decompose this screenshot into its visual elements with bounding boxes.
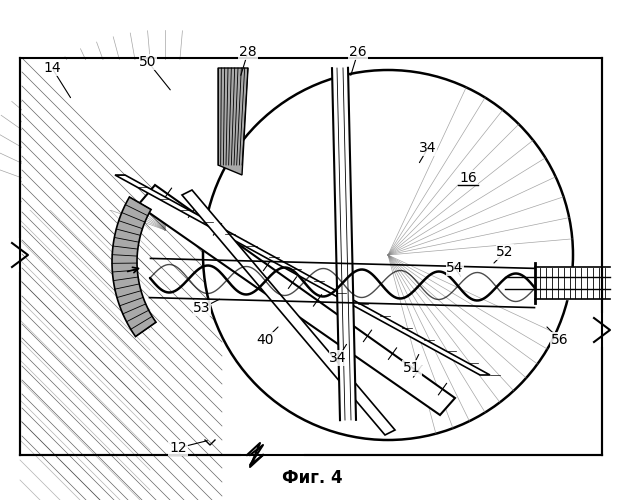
Text: 52: 52 <box>496 245 514 259</box>
Text: 50: 50 <box>139 55 157 69</box>
Polygon shape <box>112 197 156 336</box>
Text: Фиг. 4: Фиг. 4 <box>282 469 342 487</box>
Text: 34: 34 <box>329 351 347 365</box>
Text: 40: 40 <box>256 333 274 347</box>
Polygon shape <box>138 185 455 415</box>
Text: 28: 28 <box>239 45 257 59</box>
Circle shape <box>203 70 573 440</box>
Text: 12: 12 <box>169 441 187 455</box>
Polygon shape <box>182 190 395 435</box>
Text: 56: 56 <box>551 333 569 347</box>
Polygon shape <box>218 68 248 175</box>
Text: 16: 16 <box>459 171 477 185</box>
Polygon shape <box>22 60 245 210</box>
Text: 51: 51 <box>403 361 421 375</box>
Polygon shape <box>115 175 490 375</box>
Text: 53: 53 <box>193 301 211 315</box>
Polygon shape <box>332 68 356 420</box>
Text: 26: 26 <box>349 45 367 59</box>
Text: 34: 34 <box>419 141 437 155</box>
Text: 54: 54 <box>446 261 464 275</box>
Text: 14: 14 <box>43 61 61 75</box>
Bar <box>20 58 602 455</box>
